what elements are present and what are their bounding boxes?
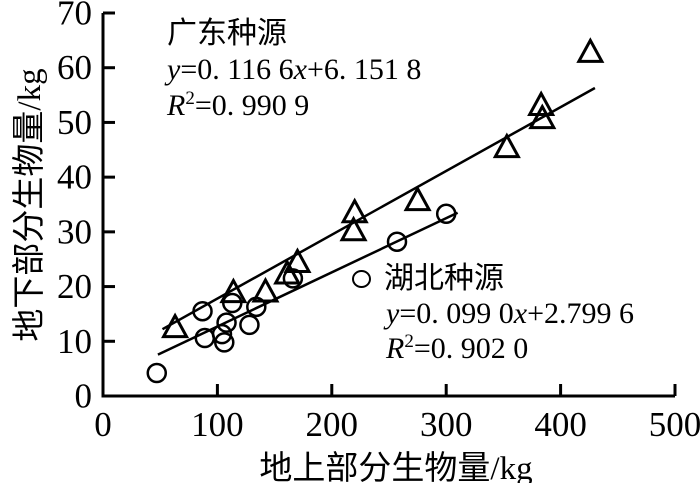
hubei-annotation: 湖北种源 y=0. 099 0x+2.799 6 R2=0. 902 0 <box>352 261 634 366</box>
equation-var-y: y <box>386 297 400 330</box>
hubei-r-squared: R2=0. 902 0 <box>352 331 634 366</box>
r-squared-value: =0. 990 9 <box>194 89 310 122</box>
guangdong-data-point-triangle <box>528 103 557 130</box>
guangdong-equation: y=0. 116 6x+6. 151 8 <box>167 52 421 88</box>
hubei-legend-marker-icon <box>352 270 371 289</box>
equation-var-y: y <box>167 53 181 86</box>
x-tick-label: 100 <box>191 405 244 444</box>
guangdong-data-point-triangle <box>527 90 556 116</box>
guangdong-r-squared: R2=0. 990 9 <box>167 88 421 124</box>
y-tick-label: 50 <box>57 103 92 142</box>
hubei-data-point-circle <box>192 300 213 322</box>
y-tick-label: 20 <box>57 267 92 306</box>
y-axis-title: 地下部分生物量/kg <box>12 68 48 342</box>
hubei-data-point-circle <box>146 362 168 384</box>
x-tick-label: 0 <box>94 405 112 444</box>
guangdong-regression-line <box>161 86 596 331</box>
hubei-data-point-circle <box>211 323 233 345</box>
x-tick-label: 500 <box>649 405 700 444</box>
guangdong-data-point-triangle <box>219 277 248 304</box>
y-tick-label: 40 <box>57 158 92 197</box>
guangdong-data-point-triangle <box>576 37 605 63</box>
r-squared-var: R <box>167 89 186 122</box>
x-axis-title: 地上部分生物量/kg <box>259 451 533 483</box>
axes-line <box>101 13 675 398</box>
hubei-data-point-circle <box>222 292 243 314</box>
hubei-legend-row: 湖北种源 <box>352 261 634 296</box>
hubei-regression-line <box>157 211 459 356</box>
hubei-data-point-circle <box>214 332 235 353</box>
guangdong-data-point-triangle <box>339 215 368 242</box>
r-squared-exponent: 2 <box>185 88 195 109</box>
y-tick-label: 60 <box>57 48 92 87</box>
r-squared-exponent: 2 <box>404 331 414 352</box>
x-tick-label: 200 <box>306 405 359 444</box>
hubei-data-point-circle <box>282 268 304 289</box>
y-tick-label: 10 <box>57 322 92 361</box>
hubei-data-point-circle <box>386 231 408 252</box>
equation-slope-text: =0. 099 0 <box>399 297 514 330</box>
x-tick-label: 400 <box>534 405 587 444</box>
y-tick-label: 30 <box>57 212 92 251</box>
y-tick-label: 0 <box>75 377 93 416</box>
r-squared-value: =0. 902 0 <box>413 332 529 365</box>
guangdong-data-point-triangle <box>251 276 280 303</box>
equation-intercept-text: +2.799 6 <box>527 297 634 330</box>
guangdong-data-point-triangle <box>403 185 432 212</box>
equation-var-x: x <box>293 53 307 86</box>
hubei-data-point-circle <box>246 296 267 318</box>
guangdong-annotation: 广东种源 y=0. 116 6x+6. 151 8 R2=0. 990 9 <box>167 16 421 124</box>
hubei-data-point-circle <box>239 314 260 336</box>
hubei-series-label: 湖北种源 <box>384 262 504 295</box>
guangdong-data-point-triangle <box>340 197 369 224</box>
guangdong-series-label: 广东种源 <box>167 17 287 50</box>
x-tick-label: 300 <box>420 405 473 444</box>
hubei-data-point-circle <box>216 312 237 333</box>
r-squared-var: R <box>386 332 405 365</box>
guangdong-data-point-triangle <box>161 312 190 339</box>
equation-intercept-text: +6. 151 8 <box>306 53 422 86</box>
guangdong-data-point-triangle <box>492 132 521 159</box>
equation-slope-text: =0. 116 6 <box>180 53 294 86</box>
equation-var-x: x <box>513 297 528 330</box>
y-tick-label: 70 <box>57 0 92 33</box>
hubei-data-point-circle <box>435 203 457 225</box>
hubei-equation: y=0. 099 0x+2.799 6 <box>352 296 634 331</box>
